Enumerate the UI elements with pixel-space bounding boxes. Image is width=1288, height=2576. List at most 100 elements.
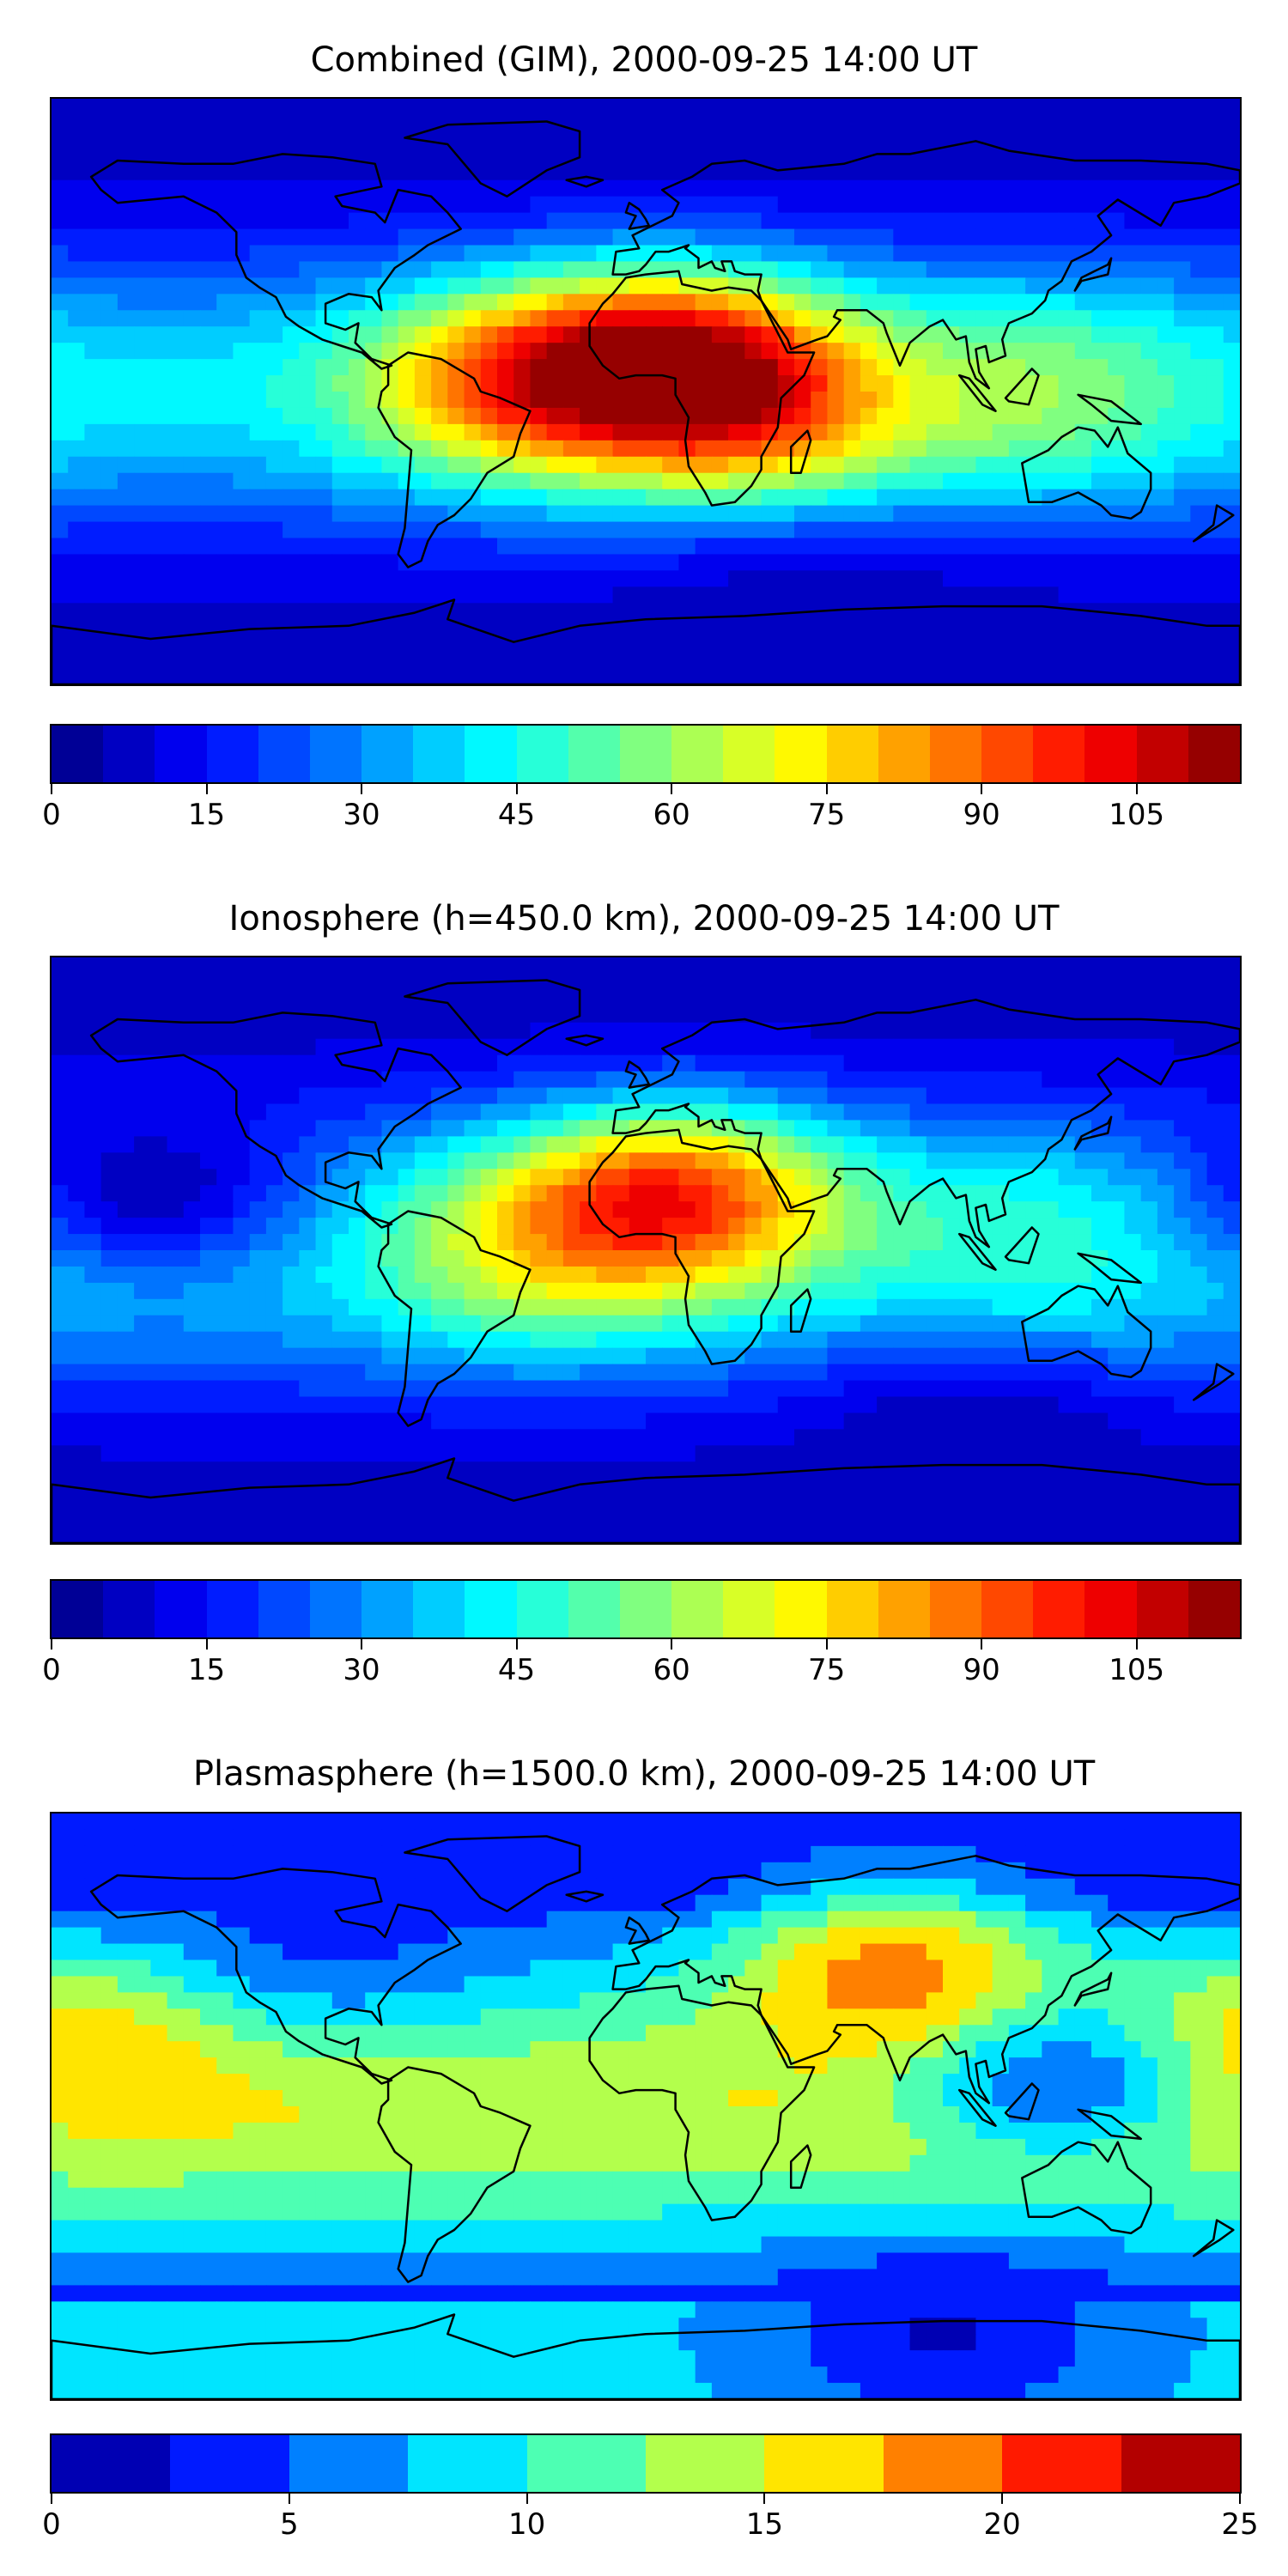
field-cell <box>68 570 86 587</box>
field-cell <box>612 147 630 165</box>
field-cell <box>530 668 548 684</box>
field-cell <box>513 668 532 684</box>
field-cell <box>68 1022 86 1040</box>
field-cell <box>134 668 151 684</box>
field-cell <box>794 99 811 116</box>
field-cell <box>315 1266 333 1284</box>
field-cell <box>926 1136 944 1153</box>
field-cell <box>52 1461 69 1479</box>
field-cell <box>1223 99 1240 116</box>
field-cell <box>150 1234 168 1251</box>
field-cell <box>265 179 283 197</box>
field-cell <box>711 1315 729 1333</box>
field-cell <box>761 456 779 474</box>
field-cell <box>860 343 878 360</box>
field-cell <box>398 1429 416 1446</box>
field-cell <box>926 163 944 181</box>
field-cell <box>84 375 102 392</box>
field-cell <box>1091 1152 1109 1170</box>
field-cell <box>1223 538 1240 556</box>
field-cell <box>1124 603 1142 620</box>
field-cell <box>365 1266 383 1284</box>
field-cell <box>283 456 300 474</box>
field-cell <box>117 1169 135 1186</box>
field-cell <box>761 973 779 991</box>
field-cell <box>480 294 498 311</box>
field-cell <box>794 131 811 149</box>
field-cell <box>877 586 894 604</box>
field-cell <box>398 1315 416 1333</box>
field-cell <box>497 957 514 975</box>
field-cell <box>398 392 416 409</box>
field-cell <box>200 521 217 539</box>
field-cell <box>827 245 845 263</box>
field-cell <box>299 1445 317 1462</box>
field-cell <box>1108 1298 1126 1316</box>
field-cell <box>1140 989 1158 1007</box>
field-cell <box>299 359 317 376</box>
field-cell <box>728 294 745 311</box>
field-cell <box>629 1087 647 1105</box>
field-cell <box>299 1396 317 1414</box>
field-cell <box>447 375 465 392</box>
field-cell <box>1025 505 1042 523</box>
field-cell <box>1157 1461 1175 1479</box>
field-cell <box>695 423 713 441</box>
colorbar-segment <box>568 726 621 782</box>
field-cell <box>200 245 217 263</box>
field-cell <box>1140 668 1158 684</box>
field-cell <box>744 310 762 327</box>
field-cell <box>695 326 713 343</box>
field-cell <box>1042 179 1060 197</box>
field-cell <box>1042 1087 1060 1105</box>
field-cell <box>893 668 911 684</box>
field-cell <box>1074 1298 1092 1316</box>
field-cell <box>431 1234 448 1251</box>
field-cell <box>860 1315 878 1333</box>
field-cell <box>629 1038 647 1056</box>
field-cell <box>480 603 498 620</box>
field-cell <box>1190 1120 1208 1137</box>
field-cell <box>349 359 366 376</box>
field-cell <box>629 277 647 295</box>
field-cell <box>117 652 135 669</box>
field-cell <box>893 1347 911 1365</box>
field-cell <box>562 1185 580 1202</box>
field-cell <box>1190 261 1208 278</box>
field-cell <box>811 1218 829 1235</box>
field-cell <box>117 1038 135 1056</box>
field-cell <box>580 440 597 458</box>
field-cell <box>1025 1266 1042 1284</box>
field-cell <box>349 1315 366 1333</box>
field-cell <box>1074 586 1092 604</box>
field-cell <box>431 423 448 441</box>
field-cell <box>596 1038 614 1056</box>
field-cell <box>68 1347 86 1365</box>
field-cell <box>1124 635 1142 653</box>
field-cell <box>381 147 399 165</box>
field-cell <box>233 570 251 587</box>
field-cell <box>562 163 580 181</box>
field-cell <box>1091 586 1109 604</box>
field-cell <box>662 1413 680 1430</box>
field-cell <box>728 131 745 149</box>
field-cell <box>68 652 86 669</box>
field-cell <box>216 277 234 295</box>
field-cell <box>711 989 729 1007</box>
field-cell <box>728 228 745 246</box>
field-cell <box>233 1185 251 1202</box>
field-cell <box>711 1218 729 1235</box>
field-cell <box>315 1282 333 1300</box>
colorbar-segment <box>1084 726 1138 782</box>
field-cell <box>777 472 795 490</box>
field-cell <box>909 489 927 507</box>
field-cell <box>728 245 745 263</box>
field-cell <box>1223 603 1240 620</box>
field-cell <box>662 554 680 571</box>
field-cell <box>414 375 432 392</box>
field-cell <box>265 521 283 539</box>
field-cell <box>777 310 795 327</box>
field-cell <box>299 1054 317 1072</box>
field-cell <box>1124 586 1142 604</box>
field-cell <box>646 1445 663 1462</box>
